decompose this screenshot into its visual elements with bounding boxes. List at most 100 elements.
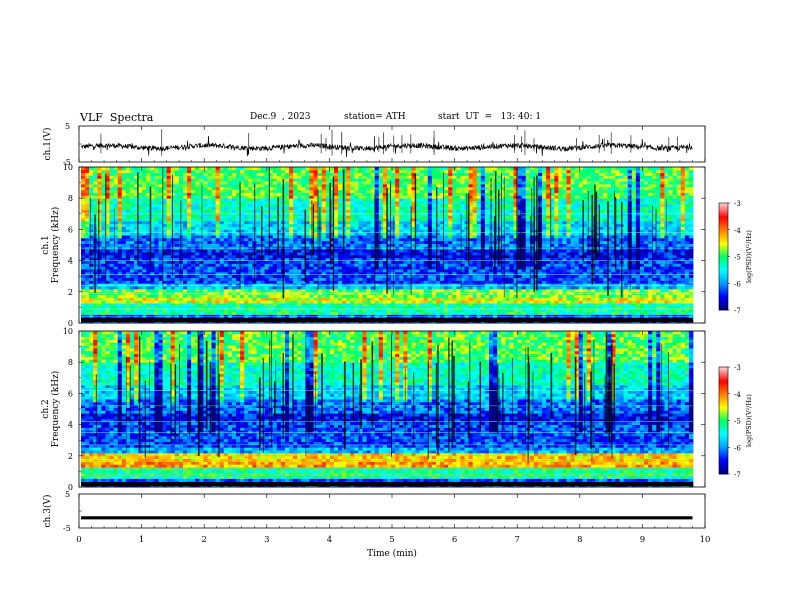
ch1-spectrogram-cell — [387, 257, 392, 261]
ch1-spectrogram-cell — [407, 215, 412, 219]
ch1-spectrogram-cell — [215, 169, 221, 174]
ch1-spectrogram-cell — [289, 288, 294, 293]
ch1-spectrogram-cell — [101, 286, 106, 290]
ch1-spectrogram-cell — [321, 223, 327, 227]
ch1-spectrogram-cell — [117, 297, 123, 301]
ch1-spectrogram-cell — [211, 215, 217, 219]
ch1-spectrogram-cell — [268, 184, 274, 188]
ch1-spectrogram-cell — [321, 263, 327, 267]
ch1-spectrogram-cell — [191, 220, 196, 225]
ch1-spectrogram-cell — [415, 223, 421, 227]
ch1-spectrogram-cell — [346, 229, 351, 233]
ch1-spectrogram-cell — [240, 254, 245, 259]
ch1-spectrogram-cell — [162, 186, 168, 191]
ch1-spectrogram-cell — [362, 169, 367, 174]
ch1-spectrogram-cell — [89, 314, 94, 318]
ch1-spectrogram-cell — [411, 169, 416, 174]
ch1-spectrogram-cell — [219, 198, 225, 202]
ch1-spectrogram-cell — [109, 226, 115, 230]
ch1-spectrogram-cell — [325, 280, 331, 284]
ch1-spectrogram-cell — [260, 226, 265, 230]
ch1-spectrogram-cell — [195, 178, 200, 182]
ch1-spectrogram-cell — [240, 277, 245, 281]
ch1-spectrogram-cell — [374, 186, 380, 191]
ch1-spectrogram-cell — [174, 167, 180, 171]
ch1-spectrogram-cell — [150, 305, 155, 310]
ch1-spectrogram-cell — [227, 220, 233, 225]
ch1-spectrogram-cell — [297, 266, 302, 270]
ch1-spectrogram-cell — [231, 252, 237, 256]
ch1-spectrogram-cell — [325, 203, 331, 208]
ch1-spectrogram-cell — [129, 181, 135, 185]
ch1-spectrogram-cell — [276, 286, 282, 290]
ch1-spectrogram-cell — [305, 297, 310, 301]
ch1-spectrogram-cell — [280, 167, 286, 171]
ch1-spectrogram-cell — [236, 167, 241, 171]
ch1-spectrogram-cell — [382, 263, 388, 267]
ch1-spectrogram-cell — [162, 201, 168, 205]
ch1-spectrogram-cell — [407, 206, 412, 210]
ch1-spectrogram-cell — [138, 198, 143, 202]
ch1-spectrogram-cell — [293, 203, 298, 208]
ch1-spectrogram-cell — [154, 283, 159, 287]
ch1-spectrogram-cell — [448, 305, 453, 310]
ch1-spectrogram-cell — [260, 252, 265, 256]
ch1-spectrogram-cell — [191, 172, 196, 176]
ch1-spectrogram-cell — [211, 269, 217, 273]
ch1-spectrogram-cell — [183, 308, 188, 313]
ch1-spectrogram-cell — [305, 189, 310, 193]
ch1-spectrogram-cell — [146, 294, 151, 298]
ch1-spectrogram-cell — [211, 280, 217, 284]
ch1-spectrogram-cell — [268, 277, 274, 281]
ch1-spectrogram-cell — [109, 252, 115, 256]
ch1-spectrogram-cell — [236, 229, 241, 233]
ch1-spectrogram-cell — [146, 303, 151, 307]
ch1-spectrogram-cell — [109, 167, 115, 171]
ch1-spectrogram-cell — [358, 167, 363, 171]
ch1-spectrogram-cell — [423, 178, 429, 182]
ch1-spectrogram-cell — [431, 232, 437, 236]
ch1-spectrogram-cell — [395, 181, 400, 185]
ch1-spectrogram-cell — [431, 283, 437, 287]
ch1-spectrogram-cell — [183, 189, 188, 193]
ch1-spectrogram-cell — [333, 218, 339, 222]
ch1-spectrogram-cell — [248, 286, 253, 290]
ch1-spectrogram-cell — [321, 257, 327, 261]
ch1-spectrogram-cell — [187, 172, 192, 176]
ch1-spectrogram-cell — [178, 311, 184, 315]
ch1-spectrogram-cell — [399, 257, 404, 261]
ch1-spectrogram-cell — [313, 263, 319, 267]
ch1-spectrogram-cell — [109, 300, 115, 304]
ch1-spectrogram-cell — [256, 235, 261, 239]
ch1-spectrogram-cell — [231, 184, 237, 188]
ch1-spectrogram-cell — [289, 274, 294, 279]
ch1-spectrogram-cell — [166, 303, 172, 307]
ch1-spectrogram-cell — [187, 263, 192, 267]
ch1-spectrogram-cell — [215, 300, 221, 304]
ch1-spectrogram-cell — [387, 192, 392, 196]
ch1-spectrogram-cell — [276, 206, 282, 210]
ch1-spectrogram-cell — [399, 167, 404, 171]
ch1-spectrogram-cell — [268, 280, 274, 284]
ch1-spectrogram-cell — [370, 308, 376, 313]
ch1-spectrogram-cell — [374, 274, 380, 279]
ch1-spectrogram-cell — [350, 294, 355, 298]
ch1-spectrogram-cell — [435, 223, 441, 227]
ch1-spectrogram-cell — [150, 223, 155, 227]
ch1-spectrogram-cell — [378, 254, 384, 259]
ch1-spectrogram-cell — [121, 201, 127, 205]
ch1-spectrogram-cell — [338, 297, 343, 301]
ch1-spectrogram-cell — [329, 206, 335, 210]
ch1-spectrogram-cell — [183, 178, 188, 182]
ch1-spectrogram-cell — [431, 308, 437, 313]
ch1-spectrogram-cell — [97, 195, 102, 199]
ch1-spectrogram-cell — [370, 175, 376, 179]
ch1-spectrogram-cell — [162, 184, 168, 188]
ch1-spectrogram-cell — [134, 175, 139, 179]
ch1-spectrogram-cell — [154, 314, 159, 318]
ch1-spectrogram-cell — [121, 283, 127, 287]
ch1-spectrogram-cell — [162, 266, 168, 270]
ch1-spectrogram-cell — [272, 263, 278, 267]
ch1-spectrogram-cell — [399, 226, 404, 230]
ch1-spectrogram-cell — [329, 243, 335, 247]
